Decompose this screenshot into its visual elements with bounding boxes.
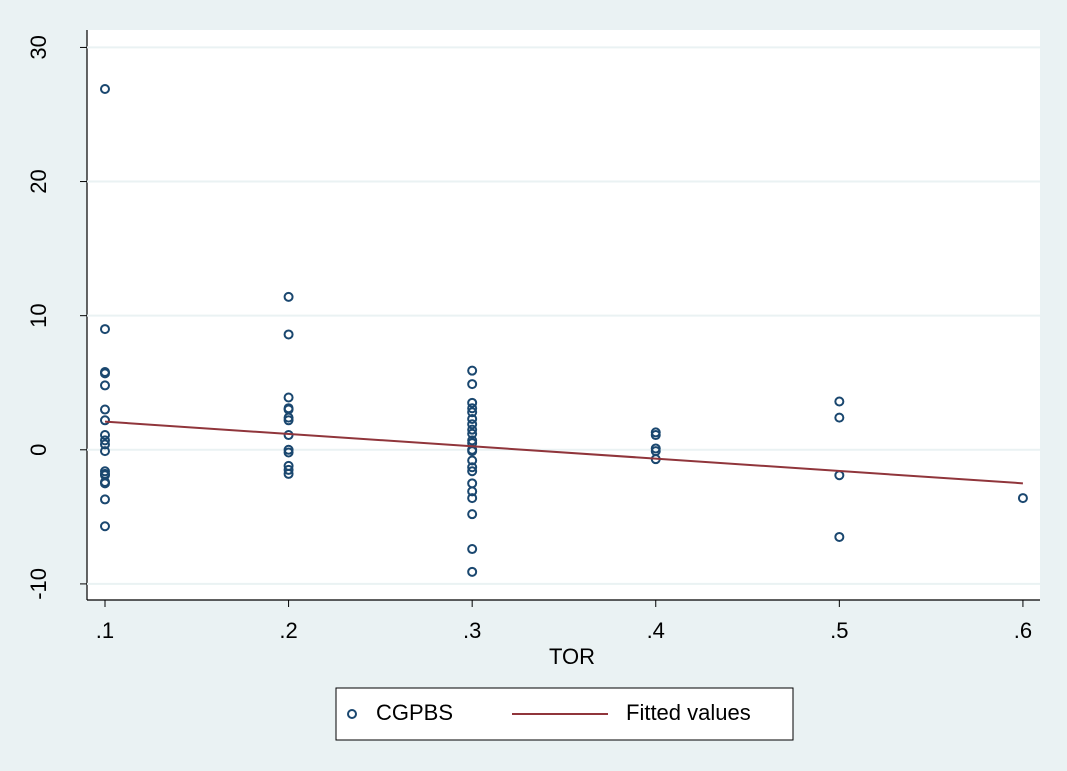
point bbox=[99, 470, 110, 481]
point bbox=[283, 329, 294, 340]
point bbox=[99, 521, 110, 532]
point bbox=[467, 486, 478, 497]
point bbox=[467, 419, 478, 430]
point bbox=[467, 455, 478, 466]
x-tick-label: .4 bbox=[647, 618, 665, 643]
legend-label: Fitted values bbox=[626, 700, 751, 725]
point bbox=[99, 446, 110, 457]
y-tick-label: 10 bbox=[26, 303, 51, 327]
point bbox=[467, 407, 478, 418]
point bbox=[283, 447, 294, 458]
legend-swatch bbox=[347, 709, 357, 719]
point bbox=[283, 468, 294, 479]
point bbox=[1017, 493, 1028, 504]
point bbox=[99, 368, 110, 379]
point bbox=[467, 365, 478, 376]
point bbox=[283, 415, 294, 426]
point bbox=[283, 291, 294, 302]
point bbox=[467, 413, 478, 424]
point bbox=[834, 412, 845, 423]
point bbox=[99, 430, 110, 441]
point bbox=[467, 466, 478, 477]
point bbox=[99, 324, 110, 335]
point bbox=[283, 464, 294, 475]
point bbox=[467, 544, 478, 555]
fit-line bbox=[104, 420, 1023, 485]
point bbox=[467, 424, 478, 435]
y-tick-label: -10 bbox=[26, 568, 51, 600]
point bbox=[467, 493, 478, 504]
point bbox=[650, 430, 661, 441]
point bbox=[99, 404, 110, 415]
point bbox=[467, 397, 478, 408]
x-tick-label: .2 bbox=[279, 618, 297, 643]
point bbox=[99, 380, 110, 391]
y-tick-label: 0 bbox=[26, 444, 51, 456]
point bbox=[467, 566, 478, 577]
point bbox=[283, 392, 294, 403]
point bbox=[99, 435, 110, 446]
point bbox=[834, 531, 845, 542]
point bbox=[467, 428, 478, 439]
point bbox=[467, 462, 478, 473]
y-tick-label: 20 bbox=[26, 169, 51, 193]
point bbox=[467, 403, 478, 414]
point bbox=[467, 379, 478, 390]
point bbox=[99, 415, 110, 426]
point bbox=[834, 396, 845, 407]
point bbox=[99, 439, 110, 450]
legend-label: CGPBS bbox=[376, 700, 453, 725]
x-tick-label: .6 bbox=[1014, 618, 1032, 643]
x-axis-label: TOR bbox=[549, 644, 595, 669]
point bbox=[467, 509, 478, 520]
x-tick-label: .5 bbox=[830, 618, 848, 643]
point bbox=[99, 84, 110, 95]
x-tick-label: .1 bbox=[96, 618, 114, 643]
y-tick-label: 30 bbox=[26, 35, 51, 59]
point bbox=[99, 494, 110, 505]
x-tick-label: .3 bbox=[463, 618, 481, 643]
